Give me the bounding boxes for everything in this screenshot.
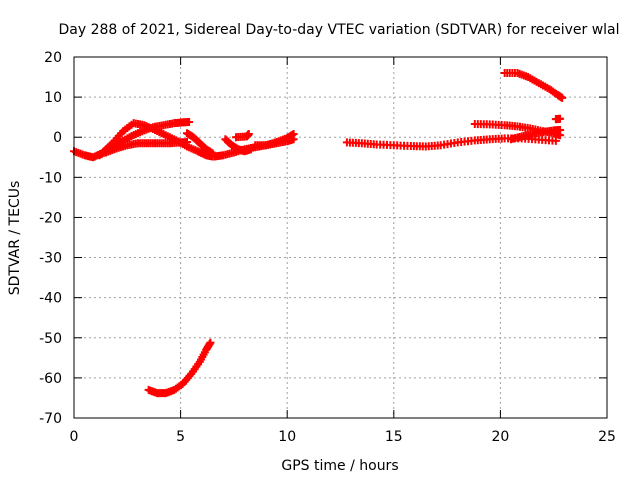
data-point xyxy=(558,93,567,102)
chart-title: Day 288 of 2021, Sidereal Day-to-day VTE… xyxy=(58,22,619,38)
data-point xyxy=(185,117,194,126)
x-tick-label: 10 xyxy=(278,429,296,445)
series-track-c xyxy=(101,138,191,157)
y-tick-label: -70 xyxy=(39,411,62,427)
y-tick-label: 0 xyxy=(53,130,62,146)
data-point xyxy=(244,130,253,139)
series-track-g xyxy=(232,130,253,142)
axis-ticks: 0 5 10 15 20 25 -70 -60 -50 -40 -30 -20 -10 0 10 20 xyxy=(39,50,616,445)
y-tick-label: 10 xyxy=(44,90,62,106)
plot-frame xyxy=(73,56,608,419)
data-point xyxy=(246,145,255,154)
data-point xyxy=(556,126,565,135)
x-tick-label: 5 xyxy=(176,429,185,445)
data-point xyxy=(551,136,560,145)
x-tick-label: 0 xyxy=(70,429,79,445)
y-tick-label: -30 xyxy=(39,251,62,267)
y-tick-label: -10 xyxy=(39,170,62,186)
series-track-k xyxy=(507,126,565,144)
grid-lines xyxy=(74,57,607,418)
data-points xyxy=(70,69,567,398)
y-tick-label: -60 xyxy=(39,371,62,387)
y-tick-label: -20 xyxy=(39,210,62,226)
y-tick-label: 20 xyxy=(44,50,62,66)
series-track-d xyxy=(182,129,217,158)
series-track-m xyxy=(551,114,565,124)
series-track-f xyxy=(221,135,255,156)
y-tick-label: -50 xyxy=(39,331,62,347)
data-point xyxy=(182,138,191,147)
data-point xyxy=(206,338,215,347)
x-axis-label: GPS time / hours xyxy=(281,458,398,474)
x-tick-label: 25 xyxy=(598,429,616,445)
data-point xyxy=(556,114,565,123)
y-axis-label: SDTVAR / TECUs xyxy=(7,181,23,296)
x-tick-label: 20 xyxy=(491,429,509,445)
x-tick-label: 15 xyxy=(385,429,403,445)
series-track-l xyxy=(500,69,567,102)
y-tick-label: -40 xyxy=(39,291,62,307)
series-track-n xyxy=(144,338,215,398)
data-point xyxy=(289,135,298,144)
series-track-h xyxy=(251,135,298,150)
